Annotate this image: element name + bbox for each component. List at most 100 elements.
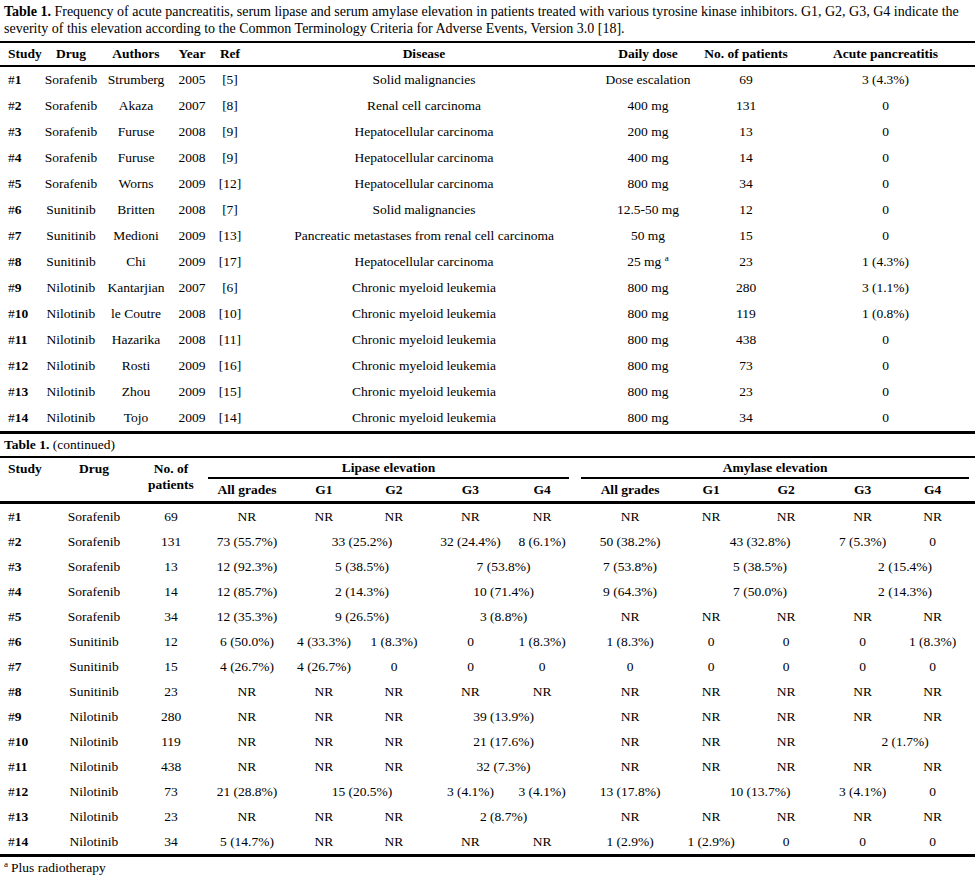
amylase-cell: NR	[575, 754, 685, 779]
amylase-cell: 7 (50.0%)	[685, 579, 835, 604]
author-cell: Rosti	[100, 353, 172, 379]
dose-cell: 800 mg	[600, 353, 696, 379]
study-cell: #8	[0, 249, 42, 275]
amylase-cell: NR	[575, 804, 685, 829]
author-cell: Chi	[100, 249, 172, 275]
footnote: aPlus radiotherapy	[0, 857, 975, 879]
year-cell: 2009	[172, 171, 212, 197]
lipase-cell: 21 (17.6%)	[432, 729, 575, 754]
study-cell: #4	[0, 579, 48, 604]
year-cell: 2008	[172, 119, 212, 145]
caption-text: Frequency of acute pancreatitis, serum l…	[4, 4, 959, 36]
amylase-cell: 13 (17.8%)	[575, 779, 685, 804]
patients-cell: 131	[696, 93, 796, 119]
lipase-cell: NR	[292, 729, 356, 754]
amylase-cell: 5 (38.5%)	[685, 554, 835, 579]
ref-cell: [11]	[212, 327, 248, 353]
amylase-cell: NR	[575, 679, 685, 704]
year-cell: 2005	[172, 66, 212, 93]
ref-cell: [5]	[212, 66, 248, 93]
disease-cell: Hepatocellular carcinoma	[248, 119, 600, 145]
amylase-cell: NR	[737, 503, 835, 530]
amylase-cell: NR	[575, 604, 685, 629]
lipase-cell: NR	[292, 679, 356, 704]
lipase-cell: 0	[509, 654, 575, 679]
patients-cell: 34	[140, 829, 202, 856]
table-row: #14Nilotinib345 (14.7%)NRNRNRNR1 (2.9%)1…	[0, 829, 975, 856]
drug-cell: Sorafenib	[42, 66, 100, 93]
table-row: #5Sorafenib3412 (35.3%)9 (26.5%)3 (8.8%)…	[0, 604, 975, 629]
amylase-cell: 7 (53.8%)	[575, 554, 685, 579]
dose-cell: 400 mg	[600, 93, 696, 119]
study-cell: #13	[0, 804, 48, 829]
amylase-cell: 2 (15.4%)	[835, 554, 975, 579]
col-drug: Drug	[48, 458, 140, 503]
lipase-cell: 10 (71.4%)	[432, 579, 575, 604]
amylase-cell: 1 (2.9%)	[685, 829, 737, 856]
amylase-cell: 7 (5.3%)	[835, 529, 890, 554]
col-no-of-patients: No. of patients	[696, 43, 796, 66]
study-cell: #14	[0, 829, 48, 856]
lipase-cell: 12 (92.3%)	[202, 554, 292, 579]
drug-cell: Sorafenib	[48, 503, 140, 530]
group-amylase-elevation: Amylase elevation	[575, 458, 975, 479]
lipase-cell: 3 (8.8%)	[432, 604, 575, 629]
table-row: #11NilotinibHazarika2008[11]Chronic myel…	[0, 327, 975, 353]
amylase-cell: NR	[737, 604, 835, 629]
year-cell: 2007	[172, 93, 212, 119]
amylase-cell: NR	[685, 754, 737, 779]
study-cell: #5	[0, 171, 42, 197]
lipase-cell: 7 (53.8%)	[432, 554, 575, 579]
drug-cell: Nilotinib	[48, 729, 140, 754]
patients-cell: 280	[696, 275, 796, 301]
patients-cell: 34	[696, 171, 796, 197]
table-row: #9NilotinibKantarjian2007[6]Chronic myel…	[0, 275, 975, 301]
amylase-cell: 43 (32.8%)	[685, 529, 835, 554]
dose-cell: 400 mg	[600, 145, 696, 171]
col-authors: Authors	[100, 43, 172, 66]
study-cell: #7	[0, 654, 48, 679]
disease-cell: Hepatocellular carcinoma	[248, 171, 600, 197]
lipase-cell: 4 (26.7%)	[292, 654, 356, 679]
pancreatitis-cell: 3 (1.1%)	[796, 275, 975, 301]
lipase-cell: 4 (26.7%)	[202, 654, 292, 679]
study-cell: #2	[0, 93, 42, 119]
col-year: Year	[172, 43, 212, 66]
drug-cell: Sorafenib	[48, 579, 140, 604]
table1-header: Study Drug Authors Year Ref Disease Dail…	[0, 43, 975, 66]
disease-cell: Chronic myeloid leukemia	[248, 327, 600, 353]
ref-cell: [13]	[212, 223, 248, 249]
amylase-cell: 0	[890, 529, 975, 554]
lipase-cell: 32 (7.3%)	[432, 754, 575, 779]
pancreatitis-cell: 0	[796, 327, 975, 353]
study-cell: #2	[0, 529, 48, 554]
study-cell: #7	[0, 223, 42, 249]
lipase-cell: 12 (85.7%)	[202, 579, 292, 604]
group-amylase-label: Amylase elevation	[581, 460, 969, 479]
ref-cell: [8]	[212, 93, 248, 119]
lipase-cell: 0	[432, 629, 509, 654]
amylase-cell: 0	[890, 829, 975, 856]
disease-cell: Chronic myeloid leukemia	[248, 405, 600, 433]
drug-cell: Sorafenib	[42, 119, 100, 145]
study-cell: #9	[0, 275, 42, 301]
patients-cell: 34	[696, 405, 796, 433]
disease-cell: Chronic myeloid leukemia	[248, 275, 600, 301]
amylase-cell: NR	[575, 503, 685, 530]
author-cell: Tojo	[100, 405, 172, 433]
amylase-cell: 9 (64.3%)	[575, 579, 685, 604]
drug-cell: Sunitinib	[48, 629, 140, 654]
table-continued-label: Table 1. (continued)	[0, 434, 975, 458]
lipase-cell: NR	[432, 829, 509, 856]
dose-cell: 800 mg	[600, 327, 696, 353]
lipase-cell: NR	[202, 804, 292, 829]
lipase-cell: 8 (6.1%)	[509, 529, 575, 554]
author-cell: Furuse	[100, 119, 172, 145]
amylase-cell: NR	[685, 503, 737, 530]
amylase-cell: NR	[890, 503, 975, 530]
dose-cell: 800 mg	[600, 405, 696, 433]
year-cell: 2008	[172, 197, 212, 223]
continued-text: (continued)	[49, 437, 115, 452]
pancreatitis-cell: 0	[796, 93, 975, 119]
amylase-cell: NR	[737, 679, 835, 704]
